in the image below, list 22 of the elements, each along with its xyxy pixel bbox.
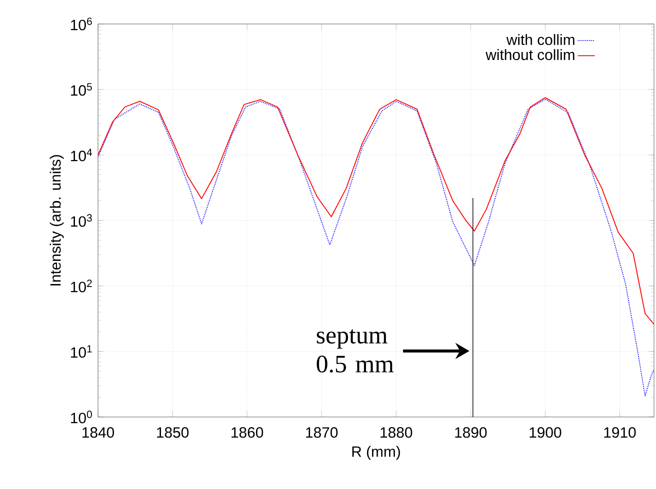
y-tick-label: 10$^{1}$ [71,345,92,358]
x-tick-label: 1850 [157,427,189,438]
y-tick-label: 10$^{5}$ [71,83,92,96]
x-tick-label: 1900 [530,427,562,438]
y-tick-label: 10$^{4}$ [71,148,92,162]
y-axis-title: Intensity (arb. units) [50,155,64,286]
y-tick-label: 10$^{0}$ [71,410,92,424]
y-tick-label: 10$^{6}$ [71,18,92,30]
y-tick-label: 10$^{2}$ [71,280,92,292]
x-tick-label: 1840 [82,427,114,438]
line-series [98,98,654,396]
x-axis-title: R (mm) [352,446,400,460]
legend-label: with collim [506,34,574,46]
x-tick-label: 1860 [232,427,264,438]
annotation: septum 0.5 mm [316,329,394,373]
y-tick-label: 10$^{3}$ [71,214,92,227]
line-series [98,97,654,325]
x-tick-label: 1870 [306,427,338,438]
x-tick-label: 1880 [380,427,412,438]
legend-label: without collim [486,49,574,60]
x-tick-label: 1910 [604,427,636,438]
x-tick-label: 1890 [455,427,487,438]
